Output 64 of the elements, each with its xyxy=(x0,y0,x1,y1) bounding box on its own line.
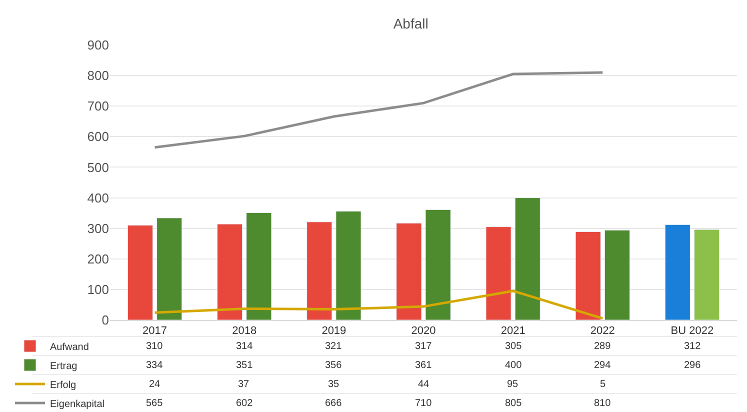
data-label: 361 xyxy=(415,360,432,371)
y-tick-label: 300 xyxy=(87,220,109,236)
legend-label: Ertrag xyxy=(50,360,78,372)
bar xyxy=(396,222,422,320)
chart-title: Abfall xyxy=(393,15,428,32)
y-tick-label: 700 xyxy=(87,98,109,114)
bar xyxy=(664,224,690,320)
data-label: 565 xyxy=(146,398,164,409)
data-label: 321 xyxy=(325,341,342,352)
x-tick-label: 2018 xyxy=(232,325,257,338)
y-tick-label: 100 xyxy=(87,282,109,297)
legend-label: Eigenkapital xyxy=(50,398,104,410)
bar xyxy=(306,222,332,320)
bar xyxy=(514,198,540,320)
data-label: 37 xyxy=(238,379,250,390)
data-label: 310 xyxy=(146,341,164,352)
data-label: 294 xyxy=(594,360,612,371)
data-label: 312 xyxy=(684,341,702,352)
data-label: 805 xyxy=(505,398,522,409)
bar xyxy=(246,212,272,320)
x-tick-label: 2017 xyxy=(142,325,168,338)
data-label: 602 xyxy=(236,398,254,409)
y-tick-label: 600 xyxy=(87,129,109,144)
data-label: 666 xyxy=(325,398,342,409)
bar xyxy=(425,209,451,320)
x-tick-label: 2022 xyxy=(590,325,615,338)
y-tick-label: 200 xyxy=(87,251,109,266)
data-label: 710 xyxy=(415,398,432,409)
x-tick-label: 2021 xyxy=(500,325,526,338)
line-series xyxy=(154,290,604,320)
bar xyxy=(156,218,182,320)
data-label: 296 xyxy=(684,360,702,371)
bar xyxy=(486,226,512,320)
data-label: 24 xyxy=(149,379,161,390)
x-tick-label: 2020 xyxy=(411,325,436,338)
bar xyxy=(217,224,243,320)
data-label: 810 xyxy=(594,398,612,409)
bar xyxy=(336,210,362,320)
data-label: 351 xyxy=(236,360,254,371)
legend-label: Aufwand xyxy=(50,342,89,353)
bar xyxy=(575,231,601,320)
data-label: 314 xyxy=(236,341,254,352)
bar xyxy=(127,225,154,320)
data-label: 400 xyxy=(505,360,522,371)
data-label: 289 xyxy=(594,341,612,352)
y-tick-label: 400 xyxy=(87,190,109,206)
data-label: 35 xyxy=(328,379,340,390)
x-tick-label: 2019 xyxy=(322,325,346,338)
y-tick-label: 800 xyxy=(87,68,109,84)
data-label: 334 xyxy=(146,360,164,371)
data-label: 317 xyxy=(415,341,432,352)
legend-label: Erfolg xyxy=(50,380,76,391)
line-series xyxy=(154,71,604,149)
data-label: 356 xyxy=(325,360,342,371)
data-label: 305 xyxy=(505,341,522,352)
y-tick-label: 0 xyxy=(102,312,109,328)
data-label: 95 xyxy=(507,379,519,390)
data-label: 44 xyxy=(418,379,430,390)
y-tick-label: 900 xyxy=(87,38,109,53)
y-tick-label: 500 xyxy=(87,160,109,175)
x-tick-label: BU 2022 xyxy=(670,325,714,338)
bar xyxy=(604,230,630,320)
data-label: 5 xyxy=(600,379,606,390)
bar xyxy=(694,229,720,320)
